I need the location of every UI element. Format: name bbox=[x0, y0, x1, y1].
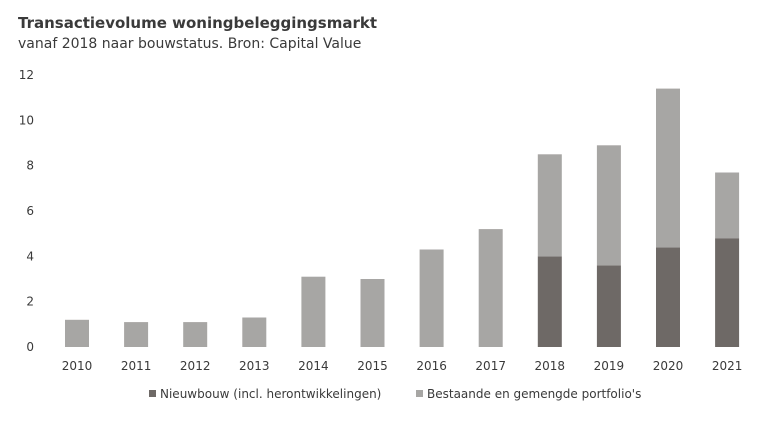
chart-title: Transactievolume woningbeleggingsmarkt bbox=[18, 14, 378, 32]
bar-2013-series-1 bbox=[242, 317, 267, 347]
y-tick-label: 12 bbox=[19, 68, 34, 82]
x-tick-label: 2010 bbox=[62, 359, 93, 373]
bar-2016-series-1 bbox=[419, 249, 444, 347]
legend-label-1: Bestaande en gemengde portfolio's bbox=[427, 387, 641, 401]
bar-2021-series-0 bbox=[715, 238, 740, 347]
y-tick-label: 0 bbox=[26, 340, 34, 354]
x-tick-label: 2014 bbox=[298, 359, 329, 373]
x-tick-label: 2015 bbox=[357, 359, 388, 373]
x-axis: 2010 2011 2012 2013 2014 2015 2016 2017 2018 2019… bbox=[62, 359, 743, 373]
legend-swatch-0 bbox=[149, 390, 156, 397]
chart-subtitle: vanaf 2018 naar bouwstatus. Bron: Capita… bbox=[18, 36, 362, 52]
x-tick-label: 2012 bbox=[180, 359, 211, 373]
x-tick-label: 2011 bbox=[121, 359, 152, 373]
bars bbox=[65, 88, 740, 347]
y-tick-label: 4 bbox=[26, 249, 34, 263]
bar-2019-series-0 bbox=[596, 265, 621, 347]
bar-2018-series-0 bbox=[537, 256, 562, 347]
bar-2017-series-1 bbox=[478, 229, 503, 347]
bar-2015-series-1 bbox=[360, 279, 385, 347]
y-tick-label: 2 bbox=[26, 295, 34, 309]
legend: Nieuwbouw (incl. herontwikkelingen) Besta… bbox=[149, 387, 641, 401]
y-tick-label: 10 bbox=[19, 113, 34, 127]
bar-2020-series-0 bbox=[656, 247, 680, 347]
y-tick-label: 6 bbox=[26, 204, 34, 218]
legend-swatch-1 bbox=[416, 390, 423, 397]
x-tick-label: 2020 bbox=[653, 359, 684, 373]
x-tick-label: 2021 bbox=[712, 359, 743, 373]
x-tick-label: 2019 bbox=[594, 359, 625, 373]
x-tick-label: 2013 bbox=[239, 359, 270, 373]
bar-2014-series-1 bbox=[301, 276, 326, 347]
x-tick-label: 2017 bbox=[475, 359, 506, 373]
bar-2012-series-1 bbox=[183, 322, 208, 347]
bar-2021-series-1 bbox=[715, 172, 740, 239]
legend-label-0: Nieuwbouw (incl. herontwikkelingen) bbox=[160, 387, 381, 401]
bar-2019-series-1 bbox=[596, 145, 621, 266]
bar-2018-series-1 bbox=[537, 154, 562, 257]
y-tick-label: 8 bbox=[26, 159, 34, 173]
y-axis: 0 2 4 6 8 10 12 bbox=[19, 68, 34, 354]
x-tick-label: 2018 bbox=[535, 359, 566, 373]
bar-2020-series-1 bbox=[656, 88, 680, 248]
x-tick-label: 2016 bbox=[416, 359, 447, 373]
bar-2011-series-1 bbox=[124, 322, 149, 347]
bar-2010-series-1 bbox=[65, 319, 89, 347]
